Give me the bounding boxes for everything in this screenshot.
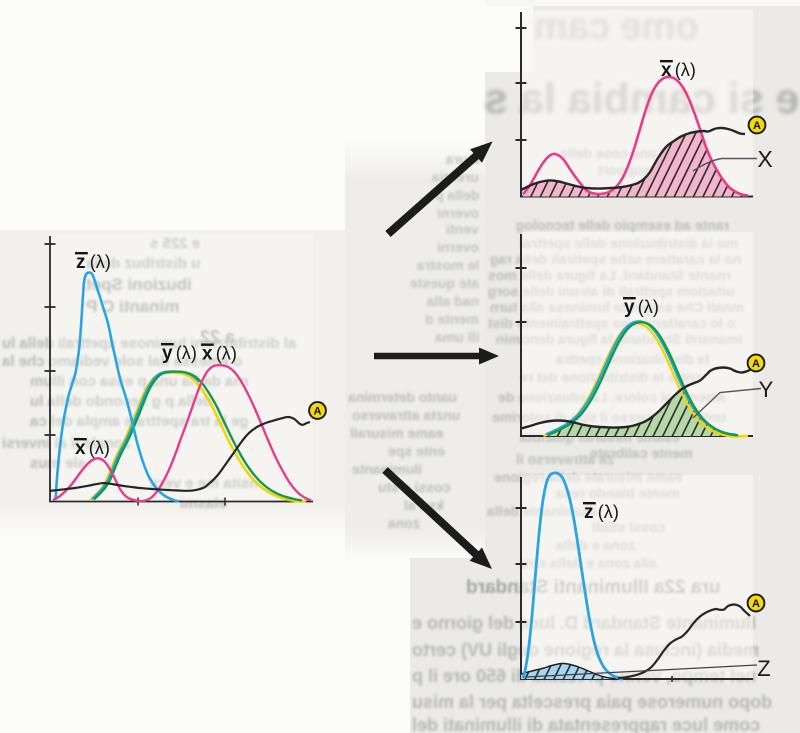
svg-text:A: A — [753, 120, 761, 132]
svg-text:(λ): (λ) — [89, 438, 110, 458]
svg-text:(λ): (λ) — [176, 343, 197, 363]
svg-text:A: A — [752, 598, 760, 610]
svg-text:X: X — [757, 146, 772, 172]
svg-text:Z: Z — [757, 656, 770, 681]
svg-text:x: x — [202, 344, 213, 365]
svg-text:Y: Y — [759, 377, 774, 402]
svg-text:z: z — [76, 252, 86, 273]
svg-text:z: z — [584, 502, 594, 523]
svg-text:y: y — [162, 343, 173, 364]
svg-text:(λ): (λ) — [216, 344, 237, 364]
svg-text:y: y — [624, 297, 635, 318]
svg-text:(λ): (λ) — [598, 502, 619, 522]
svg-text:(λ): (λ) — [90, 252, 111, 272]
svg-text:(λ): (λ) — [675, 60, 696, 80]
svg-text:(λ): (λ) — [638, 297, 659, 317]
svg-text:x: x — [75, 438, 86, 459]
svg-text:A: A — [314, 406, 322, 418]
svg-text:x: x — [661, 60, 672, 81]
svg-text:A: A — [752, 358, 760, 370]
